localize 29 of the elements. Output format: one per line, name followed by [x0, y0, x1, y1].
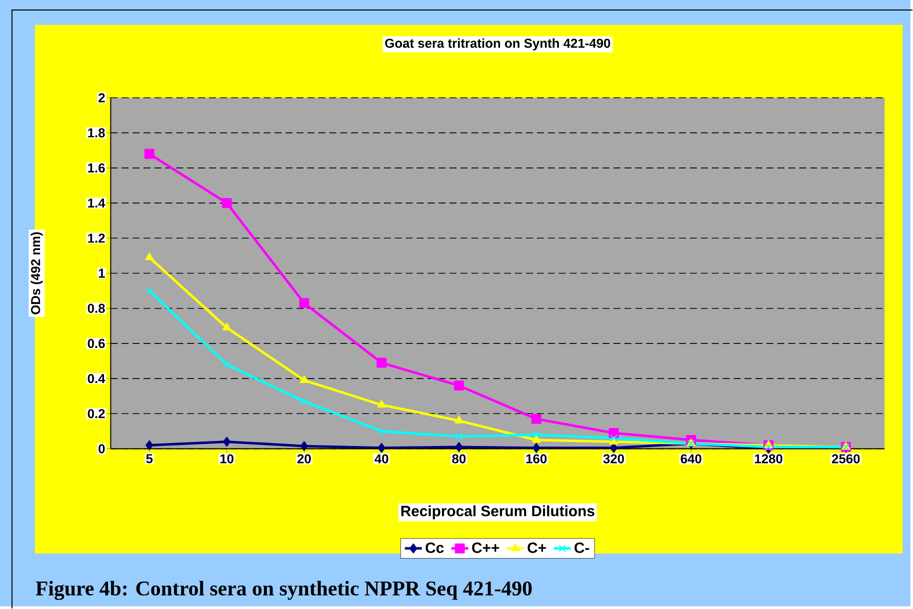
x-tick-label: 640 [680, 454, 702, 464]
x-tick-label: 10 [220, 454, 234, 464]
y-tick-label: 1.6 [88, 163, 105, 173]
legend-label: C- [574, 542, 590, 554]
x-axis-title: Reciprocal Serum Dilutions [401, 505, 594, 520]
y-tick-label: 0.8 [88, 304, 105, 314]
y-tick-label: 0.2 [88, 409, 105, 418]
caption: Figure 4b: Control sera on synthetic NPPR Seq 421-490 [36, 580, 532, 600]
x-tick-label: 40 [374, 454, 388, 464]
x-tick-label: 2560 [832, 454, 860, 464]
legend-label: C+ [528, 542, 546, 554]
x-tick-label: 80 [452, 454, 466, 464]
y-axis-title: ODs (492 nm) [30, 232, 43, 314]
y-tick-label: 0.4 [88, 374, 106, 384]
x-tick-label: 1280 [754, 454, 782, 464]
y-tick-label: 0 [98, 444, 105, 454]
chart-title: Goat sera tritration on Synth 421-490 [385, 38, 610, 50]
y-tick-label: 1.8 [88, 128, 105, 138]
y-tick-label: 2 [98, 93, 105, 102]
y-tick-label: 1.4 [88, 198, 106, 208]
legend-label: C++ [472, 542, 500, 554]
y-tick-label: 1 [98, 268, 105, 278]
y-tick-label: 0.6 [88, 338, 105, 348]
x-tick-label: 5 [146, 454, 153, 464]
x-tick-label: 20 [297, 454, 311, 464]
x-tick-label: 160 [526, 454, 547, 464]
legend-label: Cc [426, 542, 444, 554]
x-tick-label: 320 [603, 454, 624, 464]
y-tick-label: 1.2 [88, 234, 105, 243]
